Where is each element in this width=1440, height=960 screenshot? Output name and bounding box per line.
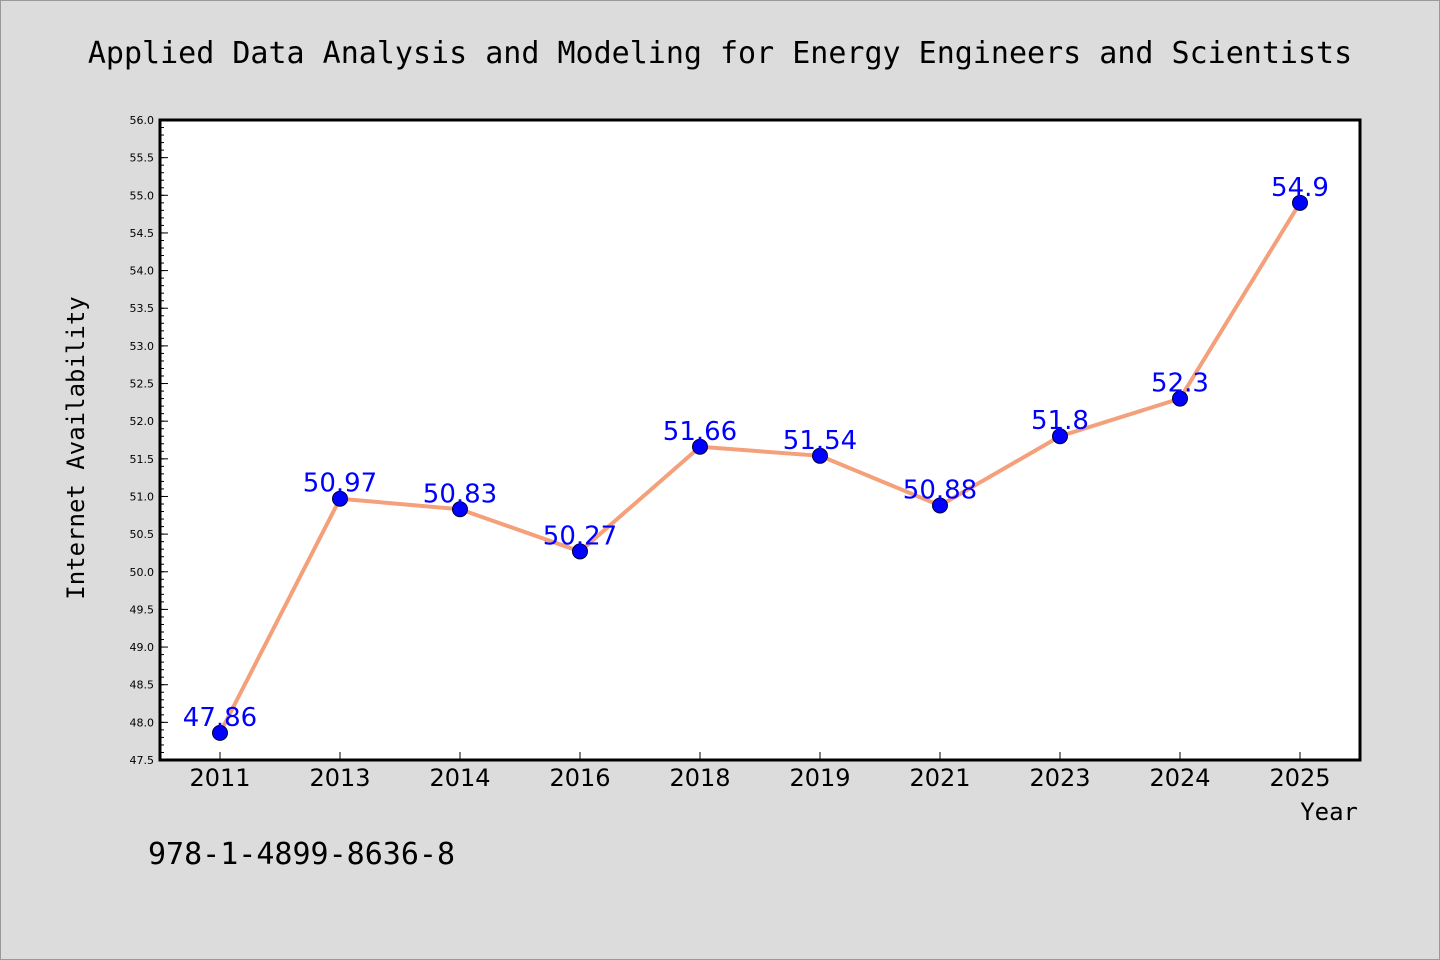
data-point <box>212 724 228 741</box>
x-tick-label: 2018 <box>669 764 730 792</box>
x-tick-label: 2023 <box>1029 764 1090 792</box>
y-tick-label: 53.0 <box>130 340 155 353</box>
x-tick-label: 2013 <box>309 764 370 792</box>
y-tick-label: 55.5 <box>130 152 155 165</box>
data-point <box>812 447 828 464</box>
y-tick-label: 51.0 <box>130 490 155 503</box>
y-tick-label: 53.5 <box>130 302 155 315</box>
data-label: 54.9 <box>1271 173 1329 203</box>
x-tick-label: 2019 <box>789 764 850 792</box>
y-tick-label: 52.5 <box>130 378 155 391</box>
data-label: 52.3 <box>1151 369 1209 399</box>
data-point <box>572 543 588 560</box>
y-tick-label: 55.0 <box>130 189 155 202</box>
data-point <box>1052 428 1068 445</box>
y-axis-ticks: 47.5 48.0 48.5 49.0 49.5 50.0 50.5 51.0 51.5 52.0… <box>130 114 168 767</box>
data-label: 50.88 <box>903 476 977 506</box>
x-tick-label: 2016 <box>549 764 610 792</box>
x-tick-label: 2024 <box>1149 764 1210 792</box>
y-axis-label: Internet Availability <box>62 296 90 599</box>
data-point <box>1292 194 1308 211</box>
y-tick-label: 50.0 <box>130 566 155 579</box>
data-markers <box>212 194 1308 741</box>
y-tick-label: 49.0 <box>130 641 155 654</box>
series-line-group <box>218 201 1302 734</box>
y-tick-label: 56.0 <box>130 114 155 127</box>
series-line <box>218 201 1302 734</box>
y-tick-label: 51.5 <box>130 453 155 466</box>
y-tick-label: 54.5 <box>130 227 155 240</box>
data-label: 50.83 <box>423 479 497 509</box>
data-point <box>692 438 708 455</box>
data-labels: 47.86 50.97 50.83 50.27 51.66 51.54 50.88 51.8 5… <box>183 173 1329 733</box>
isbn-text: 978-1-4899-8636-8 <box>148 837 455 872</box>
y-tick-label: 52.0 <box>130 415 155 428</box>
data-label: 51.8 <box>1031 406 1089 436</box>
y-tick-label: 48.5 <box>130 679 155 692</box>
x-axis-ticks: 2011 2013 2014 2016 2018 2019 2021 2023 2024 2025 <box>189 752 1331 792</box>
y-tick-label: 47.5 <box>130 754 155 767</box>
y-tick-label: 48.0 <box>130 716 155 729</box>
data-label: 51.66 <box>663 417 737 447</box>
data-label: 51.54 <box>783 426 857 456</box>
x-axis-label: Year <box>1300 798 1358 826</box>
x-tick-label: 2014 <box>429 764 490 792</box>
data-label: 50.97 <box>303 469 377 499</box>
data-label: 50.27 <box>543 521 617 551</box>
y-tick-label: 49.5 <box>130 603 155 616</box>
y-tick-label: 54.0 <box>130 265 155 278</box>
plot-area <box>158 118 1362 762</box>
data-point <box>1172 390 1188 407</box>
data-point <box>452 501 468 518</box>
y-tick-label: 50.5 <box>130 528 155 541</box>
data-point <box>332 490 348 507</box>
data-label: 47.86 <box>183 703 257 733</box>
x-tick-label: 2021 <box>909 764 970 792</box>
x-tick-label: 2025 <box>1269 764 1330 792</box>
chart-title: Applied Data Analysis and Modeling for E… <box>88 36 1352 71</box>
x-tick-label: 2011 <box>189 764 250 792</box>
data-point <box>932 497 948 514</box>
